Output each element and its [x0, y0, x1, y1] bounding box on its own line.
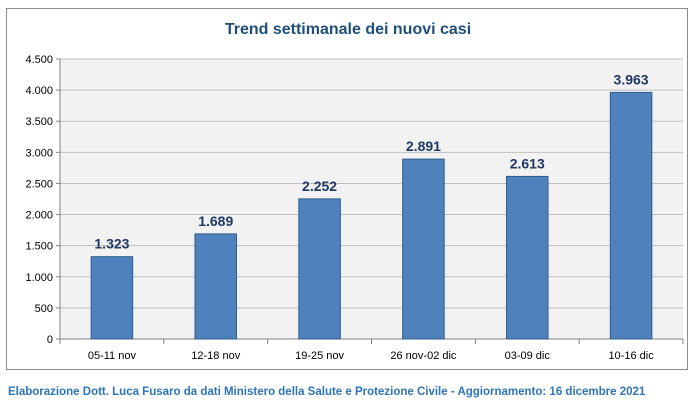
data-label: 3.963	[614, 71, 649, 87]
bar	[298, 198, 341, 340]
y-tick-label: 3.500	[25, 116, 53, 128]
chart-title: Trend settimanale dei nuovi casi	[224, 21, 472, 38]
bar	[402, 158, 445, 340]
data-label: 2.252	[302, 178, 337, 194]
bar	[609, 91, 653, 340]
x-tick-label: 05-11 nov	[88, 350, 137, 362]
x-tick-label: 19-25 nov	[295, 350, 344, 362]
data-label: 1.323	[94, 236, 129, 252]
x-tick-label: 12-18 nov	[191, 350, 240, 362]
x-tick-label: 10-16 dic	[608, 350, 654, 362]
bar	[90, 256, 134, 340]
y-tick-label: 4.500	[25, 54, 53, 66]
data-label: 1.689	[198, 213, 233, 229]
x-tick-label: 26 nov-02 dic	[390, 350, 457, 362]
y-tick-label: 2.000	[25, 210, 53, 222]
y-tick-label: 4.000	[25, 85, 53, 97]
data-label: 2.891	[406, 138, 441, 154]
data-label: 2.613	[510, 155, 545, 171]
bar-chart: 0 500 1.000 1.500 2.000 2.500 3.000 3.500 4.000 4…	[25, 54, 684, 362]
x-tick-label: 03-09 dic	[505, 350, 551, 362]
chart-frame: Trend settimanale dei nuovi casi 0 500 1.0…	[6, 8, 688, 370]
plot-area	[60, 59, 683, 339]
bar	[194, 233, 238, 340]
y-tick-label: 1.000	[25, 272, 53, 284]
y-tick-label: 0	[47, 334, 53, 346]
y-tick-label: 500	[35, 303, 53, 315]
source-footnote: Elaborazione Dott. Luca Fusaro da dati M…	[8, 386, 646, 398]
y-tick-label: 1.500	[25, 241, 53, 253]
y-tick-label: 3.000	[25, 147, 53, 159]
y-tick-label: 2.500	[25, 178, 53, 190]
bar	[505, 175, 549, 340]
